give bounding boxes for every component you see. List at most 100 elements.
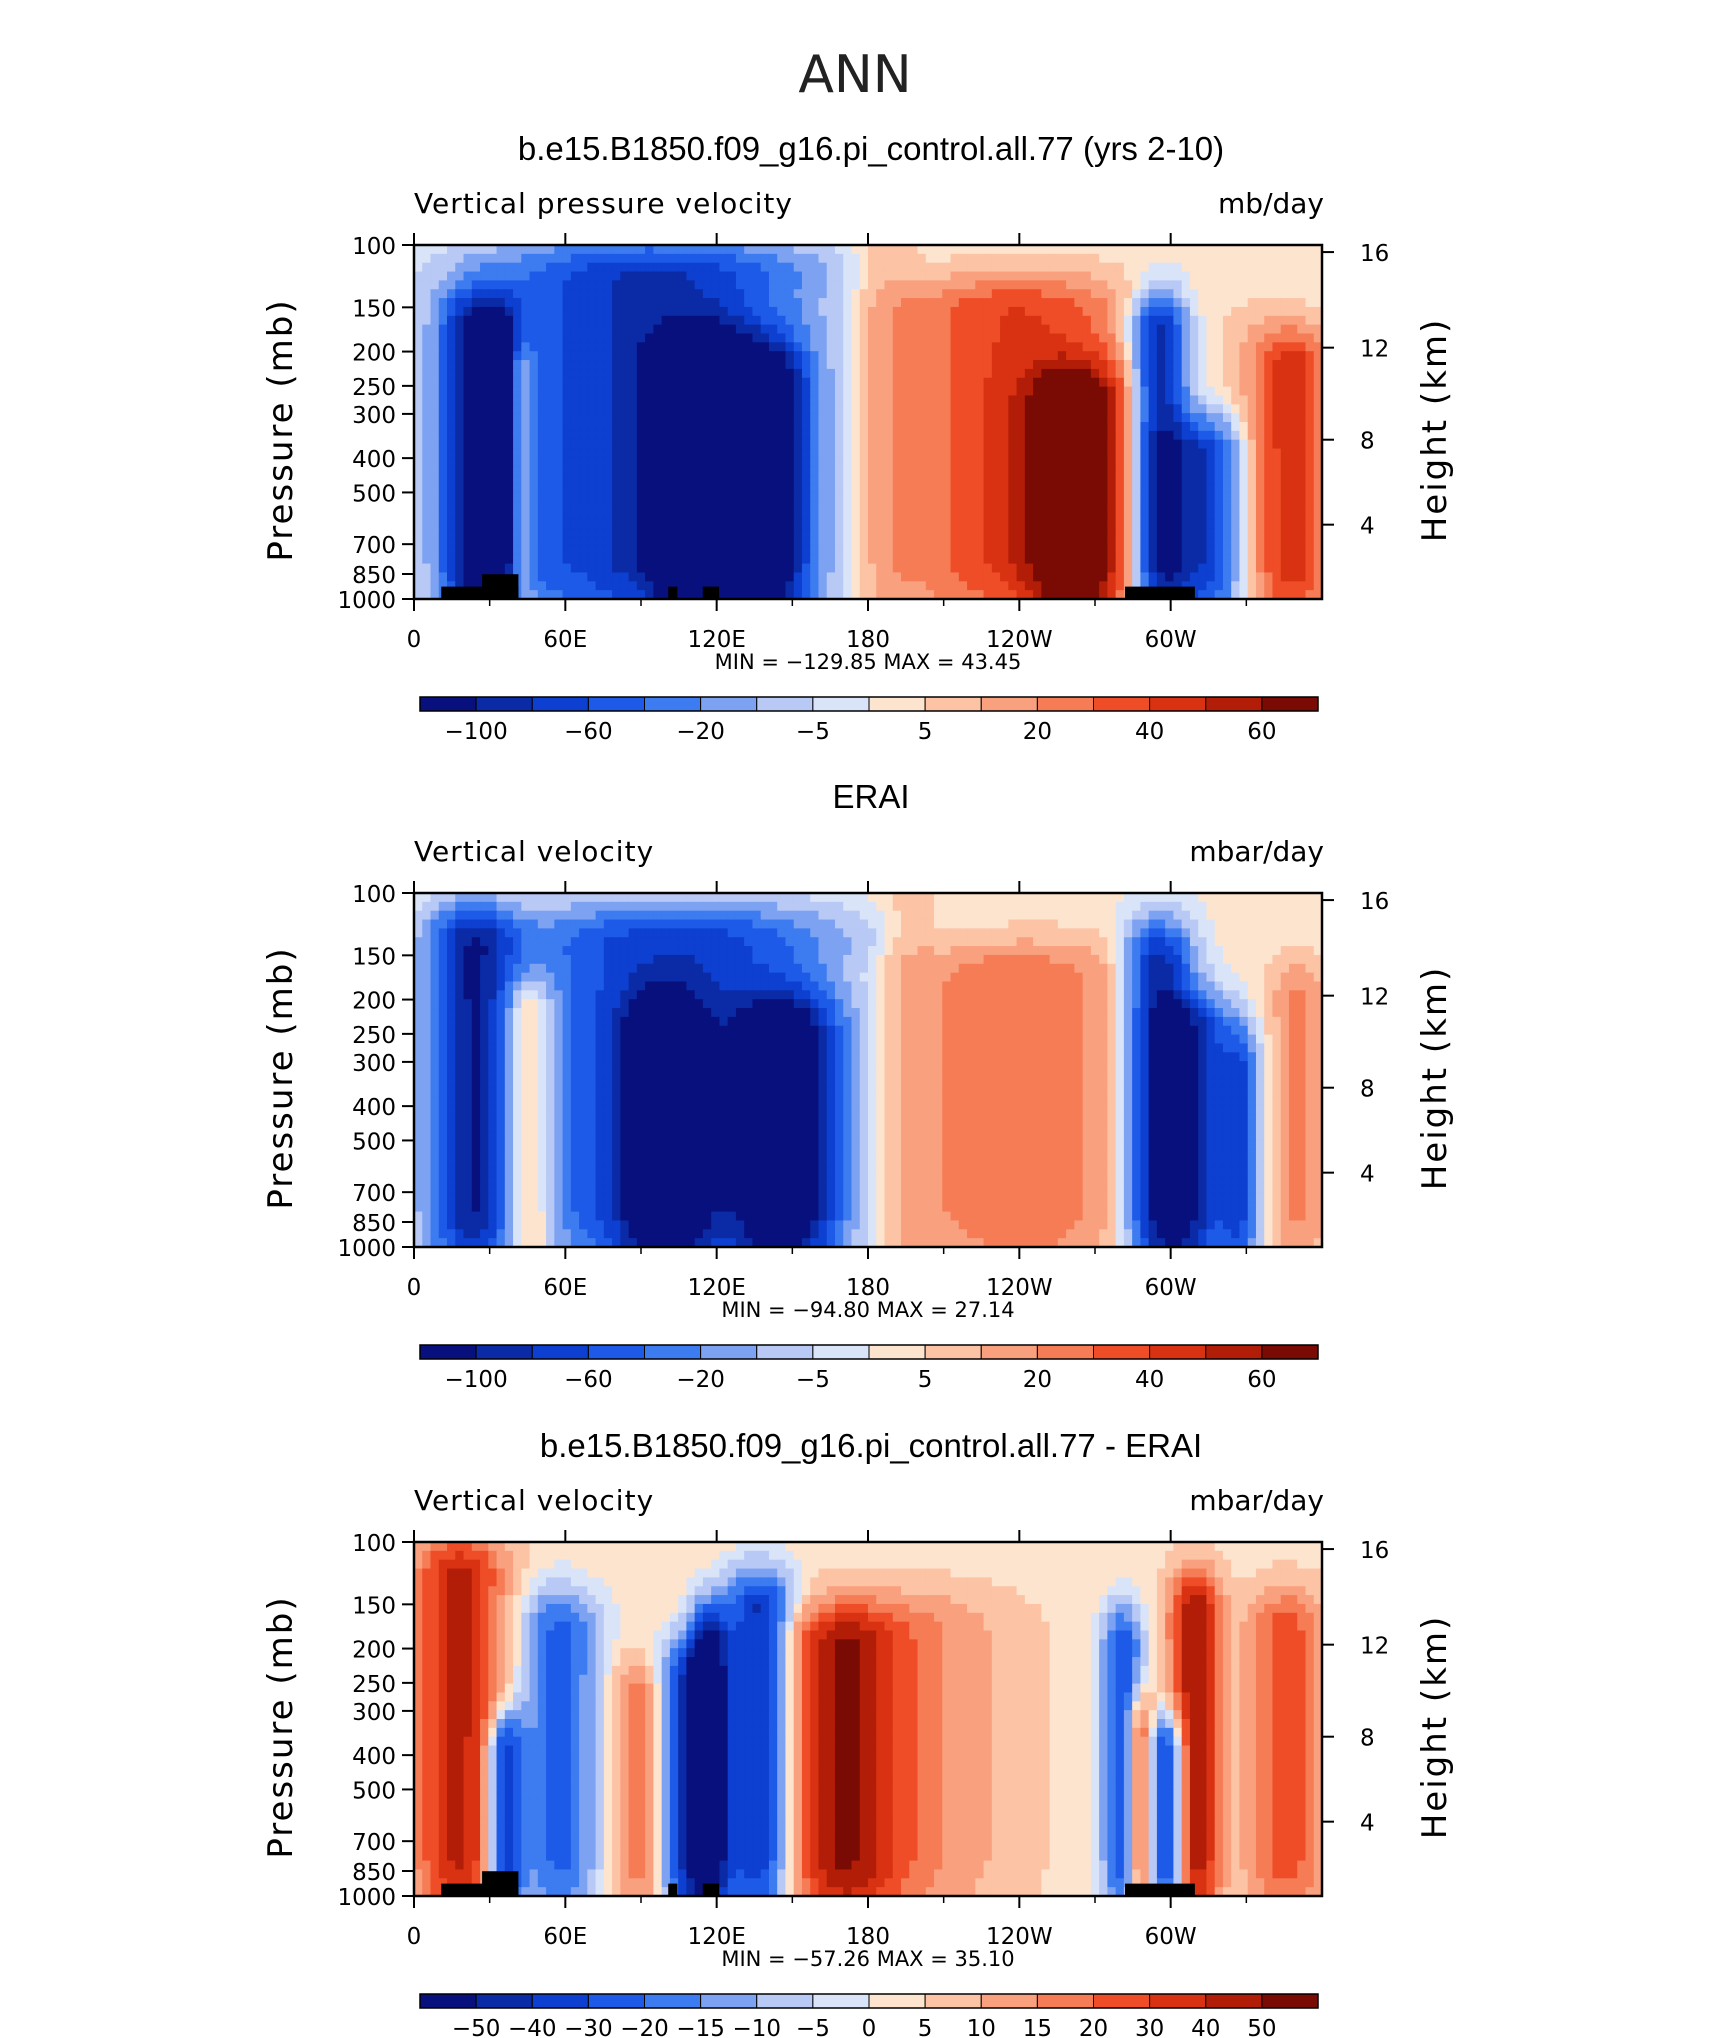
heatmap-cell [826,386,836,397]
heatmap-cell [727,528,737,538]
heatmap-cell [884,430,894,441]
heatmap-cell [884,528,894,538]
heatmap-cell [991,413,1001,423]
heatmap-cell [455,910,465,921]
heatmap-cell [1066,386,1075,397]
heatmap-cell [570,893,580,903]
heatmap-cell [826,519,836,529]
heatmap-cell [438,572,448,582]
heatmap-cell [686,306,696,317]
y-tick-label: 300 [352,403,396,429]
heatmap-cell [504,377,514,388]
heatmap-cell [810,501,820,512]
heatmap-cell [430,528,440,538]
heatmap-cell [793,501,803,512]
heatmap-cell [777,306,787,317]
heatmap-cell [711,271,721,281]
heatmap-cell [901,413,910,423]
heatmap-cell [727,439,737,450]
heatmap-cell [1033,537,1042,547]
heatmap-cell [1000,315,1009,326]
heatmap-cell [1148,563,1158,574]
heatmap-cell [834,271,844,281]
heatmap-cell [669,342,679,352]
heatmap-cell [876,430,886,441]
heatmap-cell [950,581,960,591]
heatmap-cell [1057,430,1067,441]
heatmap-cell [1057,245,1067,255]
heatmap-cell [1206,271,1216,281]
heatmap-cell [1305,439,1315,450]
heatmap-cell [1016,289,1026,299]
heatmap-cell [620,519,630,529]
heatmap-cell [801,289,811,299]
heatmap-cell [859,306,869,317]
heatmap-cell [785,545,795,556]
heatmap-cell [868,901,877,912]
heatmap-cell [1239,262,1249,273]
heatmap-cell [1288,483,1298,494]
heatmap-cell [1231,342,1241,352]
heatmap-cell [645,475,654,485]
heatmap-cell [834,590,844,599]
heatmap-cell [645,253,654,264]
heatmap-cell [1297,271,1307,281]
heatmap-cell [1049,492,1059,503]
heatmap-cell [834,377,844,388]
heatmap-cell [975,919,985,929]
heatmap-cell [645,324,654,335]
heatmap-cell [603,430,613,441]
heatmap-cell [1123,404,1133,414]
heatmap-cell [843,253,853,264]
heatmap-cell [785,928,795,938]
heatmap-cell [958,439,968,450]
heatmap-cell [892,395,902,405]
heatmap-cell [793,919,803,929]
heatmap-cell [859,324,869,335]
heatmap-cell [653,528,663,538]
heatmap-cell [909,528,919,538]
heatmap-cell [702,466,712,476]
heatmap-cell [463,368,473,379]
heatmap-cell [810,572,820,582]
heatmap-cell [1008,280,1018,290]
topography-mask [702,586,720,599]
heatmap-cell [727,404,737,414]
heatmap-cell [587,457,597,467]
heatmap-cell [719,333,729,343]
heatmap-cell [975,245,985,255]
heatmap-cell [1198,324,1208,335]
heatmap-cell [744,483,754,494]
heatmap-cell [1173,466,1183,476]
heatmap-cell [1305,537,1315,547]
heatmap-cell [975,430,985,441]
heatmap-cell [785,422,795,432]
heatmap-cell [859,501,869,512]
heatmap-cell [975,298,985,308]
heatmap-cell [1247,501,1257,512]
heatmap-cell [1123,360,1133,370]
heatmap-cell [760,466,770,476]
heatmap-cell [876,262,886,273]
heatmap-cell [1148,315,1158,326]
heatmap-cell [1288,315,1298,326]
heatmap-cell [620,910,630,921]
heatmap-cell [463,430,473,441]
heatmap-cell [603,519,613,529]
heatmap-cell [661,510,671,520]
heatmap-cell [851,537,861,547]
heatmap-cell [1041,510,1051,520]
heatmap-cell [455,404,465,414]
heatmap-cell [1255,475,1265,485]
heatmap-cell [1090,910,1100,921]
heatmap-cell [1288,368,1298,379]
heatmap-cell [430,271,440,281]
heatmap-cell [793,253,803,264]
heatmap-cell [480,554,489,565]
heatmap-cell [934,342,943,352]
heatmap-cell [1288,545,1298,556]
heatmap-cell [834,386,844,397]
heatmap-cell [1057,253,1067,264]
heatmap-cell [958,563,968,574]
heatmap-cell [942,466,952,476]
